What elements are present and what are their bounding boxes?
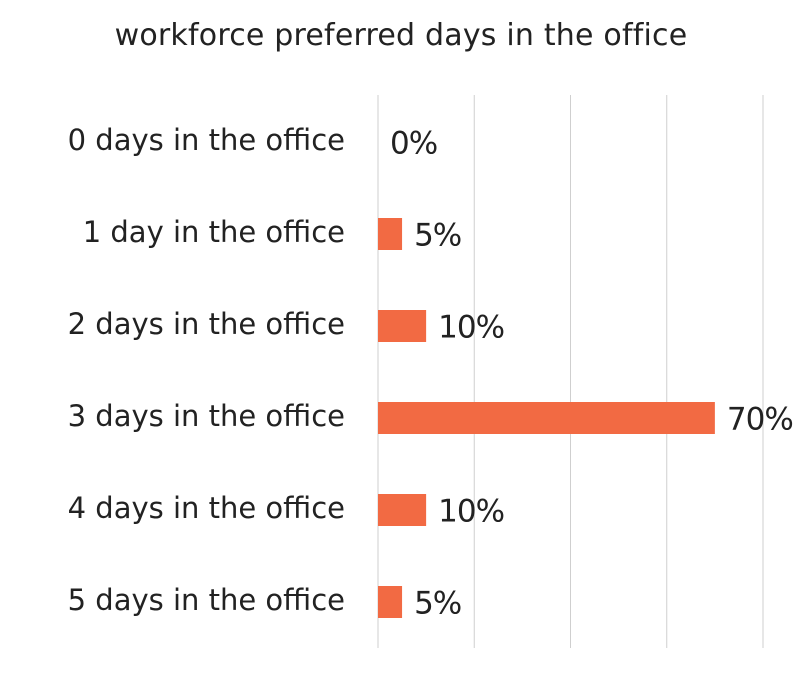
category-label-4: 4 days in the office — [68, 491, 345, 525]
bar-series — [378, 218, 715, 618]
category-label-5: 5 days in the office — [68, 583, 345, 617]
data-label-1: 5% — [414, 218, 461, 254]
data-label-0: 0% — [390, 126, 437, 162]
data-label-4: 10% — [438, 494, 504, 530]
bar-5 — [378, 586, 403, 618]
bar-2 — [378, 310, 427, 342]
gridlines — [377, 95, 764, 648]
bar-3 — [378, 402, 715, 434]
category-label-3: 3 days in the office — [68, 399, 345, 433]
bar-4 — [378, 494, 427, 526]
data-label-2: 10% — [438, 310, 504, 346]
bar-1 — [378, 218, 403, 250]
category-label-0: 0 days in the office — [68, 123, 345, 157]
data-label-3: 70% — [727, 402, 793, 438]
category-label-2: 2 days in the office — [68, 307, 345, 341]
data-labels: 0% 5% 10% 70% 10% 5% — [390, 126, 794, 622]
category-labels: 0 days in the office 1 day in the office 2… — [68, 123, 345, 617]
chart-title: workforce preferred days in the office — [114, 18, 688, 53]
data-label-5: 5% — [414, 586, 461, 622]
category-label-1: 1 day in the office — [83, 215, 345, 249]
